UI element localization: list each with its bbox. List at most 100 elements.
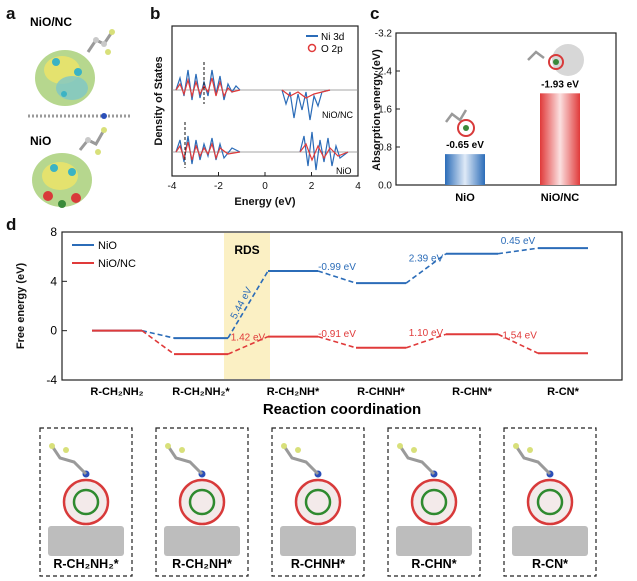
adsorption-bar-value-label: -0.65 eV xyxy=(446,140,484,151)
free-energy-x-tick-label: R-CH₂NH* xyxy=(267,386,320,398)
free-energy-x-tick-label: R-CH₂NH₂* xyxy=(172,386,230,398)
nionc-adsorbate-image xyxy=(527,44,584,76)
fluorine-atom xyxy=(179,447,185,453)
nitrogen-atom xyxy=(101,113,107,119)
dos-x-ticks: -4 -2 0 2 4 xyxy=(168,172,361,192)
graphene-sheet-image xyxy=(280,526,356,556)
adsorption-y-tick-label: -3.2 xyxy=(375,29,393,40)
step-energy-label: 2.39 eV xyxy=(409,253,444,264)
fluorine-atom xyxy=(295,447,301,453)
free-energy-y-tick-label: 8 xyxy=(50,225,57,239)
structure-panel: R-CHNH* xyxy=(271,427,365,577)
graphene-sheet-image xyxy=(48,526,124,556)
nio-cluster-inner xyxy=(536,488,564,516)
nio-cluster-image xyxy=(62,478,110,526)
panel-label-d: d xyxy=(6,215,16,234)
legend-o2p-label: O 2p xyxy=(321,44,343,55)
free-energy-x-tick-label: R-CHNH* xyxy=(357,386,405,398)
adsorption-bar xyxy=(445,154,485,185)
energy-step-connector xyxy=(227,270,269,339)
structure-panel: R-CH₂NH* xyxy=(155,427,249,577)
step-energy-label: -0.91 eV xyxy=(318,329,356,340)
adsorption-category-label: NiO/NC xyxy=(541,192,580,204)
intermediate-structures: R-CH₂NH₂* R-CH₂NH* R-CHNH* R-CHN* R-CN* xyxy=(39,427,597,577)
structure-panel: R-CH₂NH₂* xyxy=(39,427,133,577)
adsorption-category-label: NiO xyxy=(455,192,475,204)
rds-highlight xyxy=(224,233,270,379)
alkyl-chain-image xyxy=(514,445,552,476)
nio-cluster-image xyxy=(294,478,342,526)
dos-x-tick-label: -4 xyxy=(168,181,177,192)
free-energy-x-tick-label: R-CN* xyxy=(547,386,579,398)
structure-panel: R-CHN* xyxy=(387,427,481,577)
nio-cluster-inner xyxy=(304,488,332,516)
alkyl-chain-image xyxy=(282,445,320,476)
nio-adsorbate-image xyxy=(445,109,475,137)
graphene-sheet-image xyxy=(396,526,472,556)
legend-ni3d-label: Ni 3d xyxy=(321,32,344,43)
adsorption-bar-value-label: -1.93 eV xyxy=(541,79,579,90)
nio-cluster-image xyxy=(410,478,458,526)
energy-step-connector xyxy=(141,329,175,339)
adsorption-y-tick-label: -2.4 xyxy=(375,67,393,78)
free-energy-y-tick-label: 0 xyxy=(50,324,57,338)
charge-density-nionc-image xyxy=(35,29,115,106)
free-energy-annotations: 5.44 eV-0.99 eV2.39 eV0.45 eV1.42 eV -0.9… xyxy=(229,236,537,343)
structure-label: R-CN* xyxy=(532,557,568,571)
adsorption-y-tick-label: 0.0 xyxy=(378,181,392,192)
panel-a-label-nio: NiO xyxy=(30,134,51,148)
legend-o2p-swatch xyxy=(307,43,317,53)
fluorine-atom xyxy=(513,443,519,449)
dos-traces xyxy=(172,62,358,171)
nio-cluster-inner xyxy=(72,488,100,516)
energy-step-connector xyxy=(497,247,539,255)
fluorine-atom xyxy=(527,447,533,453)
structure-label: R-CH₂NH₂* xyxy=(53,557,118,571)
step-energy-label: -1.54 eV xyxy=(499,331,537,342)
free-energy-x-ticks: R-CH₂NH₂ R-CH₂NH₂* R-CH₂NH* R-CHNH* R-CHN* R-… xyxy=(90,386,579,398)
fluorine-atom xyxy=(411,447,417,453)
rds-region: RDS xyxy=(224,233,270,379)
free-energy-y-tick-label: -4 xyxy=(46,373,57,387)
nio-cluster-image xyxy=(526,478,574,526)
dos-label-nio: NiO xyxy=(336,166,352,176)
nio-cluster-image xyxy=(178,478,226,526)
dos-x-tick-label: 2 xyxy=(309,181,315,192)
panel-label-a: a xyxy=(6,4,16,23)
fluorine-atom xyxy=(165,443,171,449)
adsorption-bar xyxy=(540,93,580,185)
step-energy-label: 1.10 eV xyxy=(409,328,444,339)
free-energy-y-axis-label: Free energy (eV) xyxy=(15,263,27,350)
charge-density-nio-image xyxy=(32,127,107,208)
energy-step-connector xyxy=(227,335,269,355)
step-energy-label: 0.45 eV xyxy=(501,236,536,247)
energy-step-connector xyxy=(405,333,447,349)
energy-step-connector xyxy=(317,335,357,349)
energy-step-connector xyxy=(405,253,447,284)
energy-step-connector xyxy=(141,330,175,355)
free-energy-y-tick-label: 4 xyxy=(50,274,57,288)
adsorption-y-tick-label: -0.8 xyxy=(375,143,393,154)
graphene-sheet-image xyxy=(164,526,240,556)
alkyl-chain-image xyxy=(50,445,88,476)
free-energy-x-axis-label: Reaction coordination xyxy=(263,401,421,418)
step-energy-label: -0.99 eV xyxy=(318,262,356,273)
panel-a-label-nionc: NiO/NC xyxy=(30,15,72,29)
structure-panel: R-CN* xyxy=(503,427,597,577)
energy-step-connector xyxy=(497,333,539,354)
nio-cluster-inner xyxy=(420,488,448,516)
alkyl-chain-image xyxy=(398,445,436,476)
free-energy-y-ticks: -4 0 4 8 xyxy=(46,225,67,387)
dos-y-axis-label: Density of States xyxy=(153,56,165,145)
adsorption-y-ticks: 0.0 -0.8 -1.6 -2.4 -3.2 xyxy=(375,29,400,192)
panel-b: b -4 -2 0 2 4 Energy (eV) Density of States … xyxy=(150,4,361,208)
dos-x-tick-label: -2 xyxy=(214,181,223,192)
panel-label-c: c xyxy=(370,4,379,23)
step-energy-label: 1.42 eV xyxy=(231,332,266,343)
adsorption-y-axis-label: Absorption energy (eV) xyxy=(371,49,383,171)
free-energy-plot-frame xyxy=(61,231,623,381)
panel-label-b: b xyxy=(150,4,160,23)
adsorption-y-tick-label: -1.6 xyxy=(375,105,393,116)
free-energy-x-tick-label: R-CH₂NH₂ xyxy=(90,386,143,398)
